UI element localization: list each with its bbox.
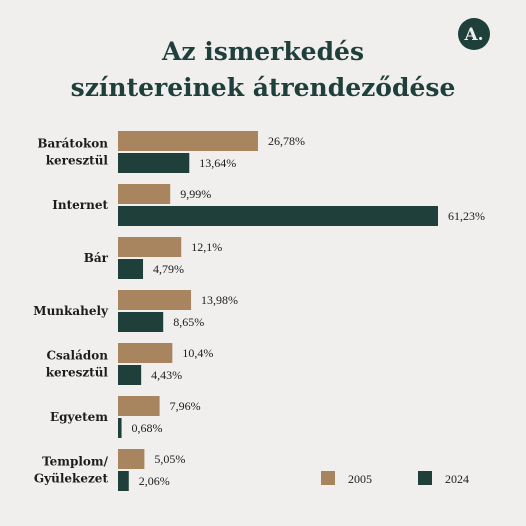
bar [118, 312, 164, 332]
value-label: 61,23% [448, 209, 485, 223]
value-label: 13,98% [201, 293, 238, 307]
value-label: 26,78% [268, 134, 305, 148]
value-label: 12,1% [191, 240, 222, 254]
category-label: keresztül [46, 366, 109, 380]
category-label: Templom/ [42, 455, 109, 469]
value-label: 5,05% [154, 452, 185, 466]
bar [118, 237, 182, 257]
value-label: 9,99% [180, 187, 211, 201]
category-label: Családon [46, 349, 108, 363]
category-label: Internet [52, 198, 108, 212]
value-label: 4,43% [151, 368, 182, 382]
category-label: keresztül [46, 154, 109, 168]
logo-circle [458, 18, 490, 50]
legend-swatch [418, 471, 432, 485]
value-label: 4,79% [153, 262, 184, 276]
bar [118, 131, 258, 151]
value-label: 7,96% [170, 399, 201, 413]
chart-title: Az ismerkedés [161, 37, 364, 66]
value-label: 0,68% [132, 421, 163, 435]
logo: A. [463, 25, 483, 45]
legend-swatch [321, 471, 335, 485]
category-label: Gyülekezet [34, 472, 109, 486]
category-label: Barátokon [37, 137, 108, 151]
bar [118, 396, 160, 416]
value-label: 2,06% [139, 474, 170, 488]
category-label: Egyetem [50, 410, 108, 424]
category-label: Bár [84, 251, 109, 265]
bar [118, 206, 438, 226]
bar [118, 365, 142, 385]
bar [118, 418, 122, 438]
chart-title: színtereinek átrendeződése [71, 73, 456, 102]
value-label: 8,65% [173, 315, 204, 329]
bar [118, 471, 129, 491]
bar [118, 343, 173, 363]
category-label: Munkahely [33, 304, 109, 318]
value-label: 13,64% [199, 156, 236, 170]
bar [118, 184, 171, 204]
value-label: 10,4% [182, 346, 213, 360]
bar [118, 153, 190, 173]
legend-label: 2005 [348, 472, 372, 486]
bar [118, 290, 192, 310]
bar [118, 449, 145, 469]
bar [118, 259, 144, 279]
legend-label: 2024 [445, 472, 469, 486]
